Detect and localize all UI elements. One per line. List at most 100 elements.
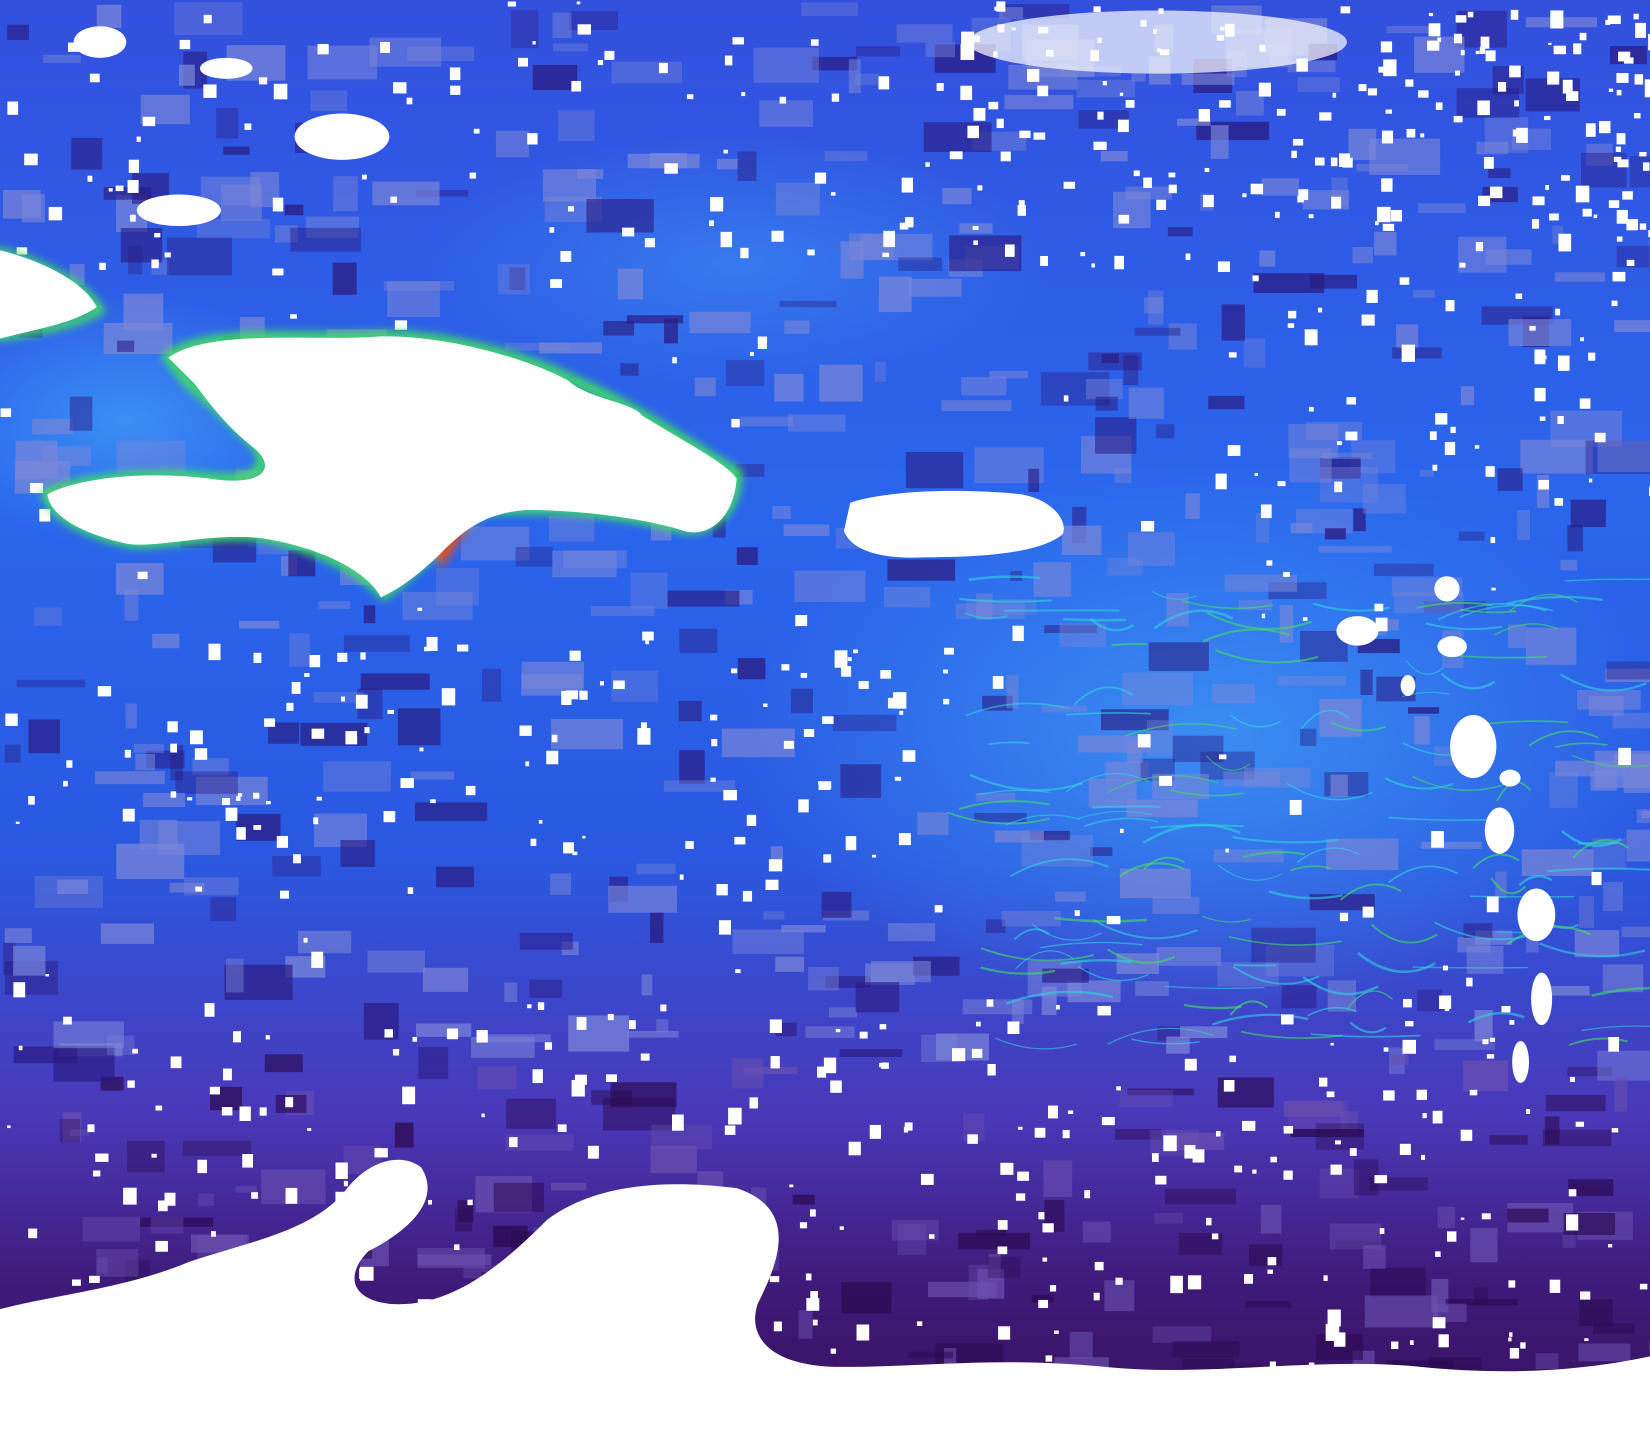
cloud-speck: [812, 1319, 818, 1326]
haze-patch: [1244, 1301, 1292, 1308]
cloud-speck: [1093, 1292, 1100, 1301]
cloud-speck: [1512, 129, 1519, 137]
haze-patch: [1172, 735, 1224, 763]
haze-patch: [1156, 946, 1221, 966]
filament: [958, 800, 1050, 810]
haze-patch: [1542, 1129, 1612, 1147]
filament: [1083, 817, 1159, 828]
haze-patch: [552, 550, 617, 578]
cloud-speck: [1319, 1077, 1328, 1087]
cloud-speck: [18, 1045, 23, 1051]
filament: [1416, 601, 1493, 609]
cloud-speck: [130, 214, 136, 222]
cloud-speck: [1467, 11, 1474, 18]
haze-patch: [832, 714, 897, 732]
cloud-speck: [881, 1062, 889, 1069]
cloud-speck: [1588, 352, 1596, 361]
cloud-speck: [1323, 1275, 1328, 1281]
cloud-speck: [563, 842, 574, 854]
cloud-speck: [465, 785, 476, 796]
haze-patch: [340, 840, 375, 867]
cloud-speck: [587, 1145, 599, 1159]
cloud-speck: [1091, 263, 1095, 268]
haze-patch: [694, 377, 716, 397]
haze-patch: [1100, 709, 1169, 731]
haze-patch: [1069, 1331, 1093, 1359]
cloud-speck: [1460, 1217, 1465, 1220]
haze-patch: [1648, 1340, 1650, 1351]
haze-patch: [3, 941, 16, 976]
filament: [1370, 923, 1438, 944]
haze-patch: [1364, 1295, 1439, 1328]
cloud-speck: [1616, 89, 1622, 96]
cloud-speck: [1114, 255, 1124, 270]
haze-patch: [1006, 674, 1019, 709]
cloud-speck: [428, 1199, 433, 1205]
haze-patch: [1396, 324, 1419, 349]
haze-patch: [1577, 689, 1641, 710]
filament: [1494, 623, 1559, 636]
haze-patch: [779, 300, 837, 308]
haze-patch: [290, 227, 361, 252]
cloud-speck: [1529, 325, 1536, 331]
haze-patch: [1554, 272, 1606, 282]
haze-patch: [43, 54, 81, 63]
haze-patch: [740, 416, 793, 427]
cloud-speck: [387, 709, 394, 714]
cloud-speck: [1040, 255, 1048, 266]
filament: [1009, 858, 1109, 878]
haze-patch: [975, 792, 1016, 802]
cloud-speck: [1133, 170, 1140, 177]
cloud-speck: [1054, 1330, 1059, 1334]
cloud-speck: [1151, 1153, 1159, 1163]
haze-patch: [298, 930, 352, 954]
haze-patch: [781, 925, 826, 933]
cloud-speck: [1068, 1110, 1074, 1114]
haze-patch: [1567, 525, 1583, 552]
haze-patch: [28, 719, 60, 754]
cloud-speck: [7, 101, 19, 115]
cloud-speck: [599, 681, 604, 686]
haze-patch: [1172, 1341, 1240, 1358]
cloud-speck: [1485, 50, 1496, 62]
haze-patch: [908, 278, 962, 297]
cloud-speck: [1608, 1037, 1620, 1052]
haze-patch: [611, 61, 682, 84]
haze-patch: [1348, 128, 1377, 161]
cloud-speck: [718, 920, 731, 935]
filament: [1164, 985, 1265, 989]
haze-patch: [987, 1256, 1021, 1279]
haze-patch: [1253, 273, 1325, 293]
haze-patch: [220, 184, 262, 221]
cloud-speck: [577, 24, 591, 35]
cloud-speck: [507, 1, 517, 7]
haze-patch: [775, 956, 805, 972]
cloud-speck: [1582, 208, 1592, 217]
cloud-speck: [1557, 355, 1570, 371]
haze-patch: [1413, 289, 1435, 298]
filament: [1560, 829, 1622, 847]
cloud-speck: [1588, 478, 1593, 483]
haze-patch: [855, 73, 879, 85]
cloud-speck: [803, 729, 815, 737]
cloud-speck: [392, 1048, 400, 1056]
cloud-speck: [1438, 1334, 1449, 1348]
cloud-speck: [1391, 1341, 1399, 1350]
cloud-speck: [574, 1074, 587, 1085]
cloud-speck: [920, 1173, 934, 1185]
filament: [1440, 672, 1496, 690]
haze-patch: [819, 364, 863, 402]
cloud-speck: [1287, 323, 1295, 328]
haze-patch: [300, 722, 368, 746]
cloud-speck: [136, 136, 141, 142]
cloud-speck: [925, 162, 930, 167]
filament: [1469, 895, 1575, 898]
cloud-speck: [1119, 92, 1124, 96]
haze-patch: [1373, 563, 1434, 576]
cloud-speck: [1267, 1257, 1277, 1266]
cloud-speck: [1555, 308, 1561, 316]
haze-patch: [1288, 424, 1339, 459]
cloud-speck: [1366, 289, 1378, 303]
cloud-speck: [1017, 205, 1026, 216]
cloud-speck: [1327, 1309, 1341, 1327]
